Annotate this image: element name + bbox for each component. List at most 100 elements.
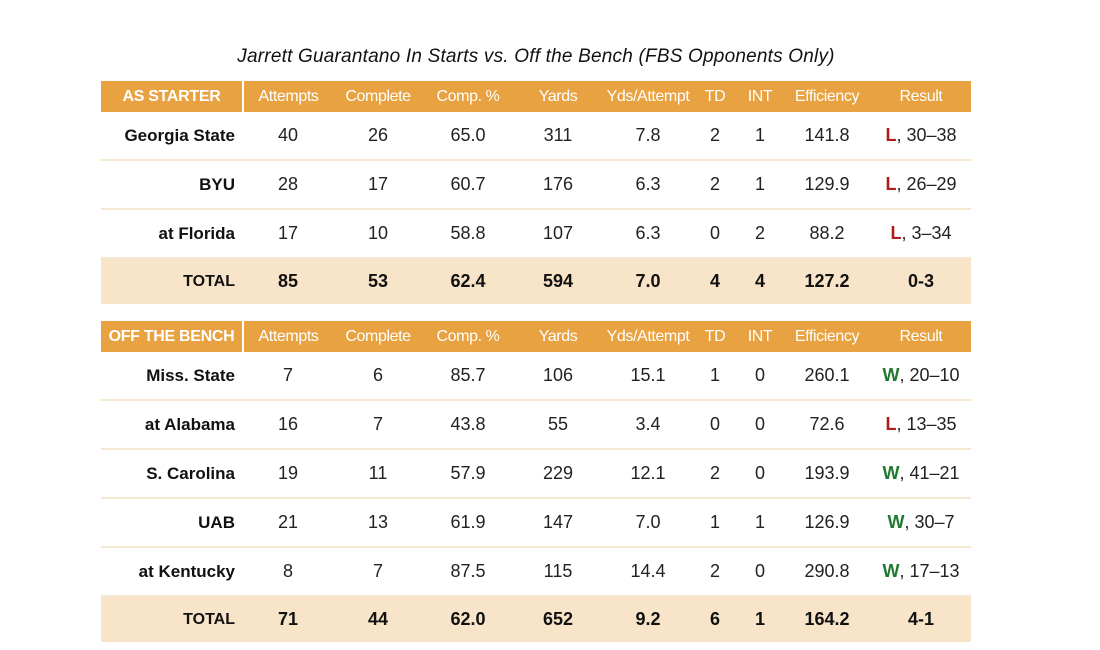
yards-cell: 107 <box>513 209 603 259</box>
efficiency-cell: 193.9 <box>783 449 871 499</box>
total-comp-pct-cell: 62.0 <box>423 596 513 642</box>
total-yards-cell: 652 <box>513 596 603 642</box>
int-cell: 1 <box>737 112 783 161</box>
complete-cell: 7 <box>333 547 423 597</box>
td-cell: 1 <box>693 352 737 401</box>
result-score: , 3–34 <box>901 223 952 243</box>
result-letter: W <box>887 512 905 532</box>
table-row: at Florida 17 10 58.8 107 6.3 0 2 88.2 L, 3–34 <box>101 209 971 259</box>
complete-cell: 10 <box>333 209 423 259</box>
total-yds-att-cell: 9.2 <box>603 596 693 642</box>
table-row: S. Carolina 19 11 57.9 229 12.1 2 0 193.9 W, 41–2… <box>101 449 971 499</box>
column-header: Efficiency <box>783 81 871 112</box>
column-header: Comp. % <box>423 81 513 112</box>
td-cell: 1 <box>693 498 737 548</box>
result-cell: W, 41–21 <box>871 449 971 499</box>
result-cell: W, 30–7 <box>871 498 971 548</box>
total-attempts-cell: 85 <box>243 258 333 304</box>
total-result-cell: 4-1 <box>871 596 971 642</box>
table-row: UAB 21 13 61.9 147 7.0 1 1 126.9 W, 30–7 <box>101 498 971 548</box>
result-score: , 26–29 <box>896 174 957 194</box>
team-cell: BYU <box>101 160 243 210</box>
int-cell: 1 <box>737 160 783 210</box>
efficiency-cell: 260.1 <box>783 352 871 401</box>
column-header: TD <box>693 321 737 352</box>
column-header: INT <box>737 81 783 112</box>
total-comp-pct-cell: 62.4 <box>423 258 513 304</box>
int-cell: 2 <box>737 209 783 259</box>
efficiency-cell: 141.8 <box>783 112 871 161</box>
team-cell: at Florida <box>101 209 243 259</box>
result-letter: L <box>885 125 897 145</box>
complete-cell: 26 <box>333 112 423 161</box>
td-cell: 2 <box>693 112 737 161</box>
comp-pct-cell: 85.7 <box>423 352 513 401</box>
result-cell: L, 3–34 <box>871 209 971 259</box>
result-letter: W <box>882 561 900 581</box>
yds-att-cell: 3.4 <box>603 400 693 450</box>
result-score: , 17–13 <box>899 561 960 581</box>
yards-cell: 55 <box>513 400 603 450</box>
result-score: , 30–7 <box>904 512 955 532</box>
total-yds-att-cell: 7.0 <box>603 258 693 304</box>
total-attempts-cell: 71 <box>243 596 333 642</box>
result-letter: L <box>885 414 897 434</box>
attempts-cell: 19 <box>243 449 333 499</box>
bench-table: OFF THE BENCH Attempts Complete Comp. % Yard… <box>101 321 971 642</box>
yards-cell: 106 <box>513 352 603 401</box>
column-header: Comp. % <box>423 321 513 352</box>
attempts-cell: 7 <box>243 352 333 401</box>
attempts-cell: 8 <box>243 547 333 597</box>
column-header: Yds/Attempt <box>603 321 693 352</box>
column-header: Attempts <box>243 81 333 112</box>
result-cell: L, 26–29 <box>871 160 971 210</box>
total-label: TOTAL <box>101 596 243 642</box>
comp-pct-cell: 65.0 <box>423 112 513 161</box>
comp-pct-cell: 60.7 <box>423 160 513 210</box>
int-cell: 1 <box>737 498 783 548</box>
table-row: Georgia State 40 26 65.0 311 7.8 2 1 141.8 L, 30–… <box>101 112 971 161</box>
table-row: Miss. State 7 6 85.7 106 15.1 1 0 260.1 W, 20–10 <box>101 352 971 401</box>
comp-pct-cell: 43.8 <box>423 400 513 450</box>
total-int-cell: 4 <box>737 258 783 304</box>
total-row: TOTAL 71 44 62.0 652 9.2 6 1 164.2 4-1 <box>101 596 971 642</box>
header-row: AS STARTER Attempts Complete Comp. % Yards Yd… <box>101 81 971 112</box>
comp-pct-cell: 61.9 <box>423 498 513 548</box>
column-header: Result <box>871 81 971 112</box>
column-header: TD <box>693 81 737 112</box>
column-header: Attempts <box>243 321 333 352</box>
table-row: at Alabama 16 7 43.8 55 3.4 0 0 72.6 L, 13–35 <box>101 400 971 450</box>
result-score: , 20–10 <box>899 365 960 385</box>
yards-cell: 115 <box>513 547 603 597</box>
column-header: Yards <box>513 81 603 112</box>
yds-att-cell: 7.8 <box>603 112 693 161</box>
yards-cell: 229 <box>513 449 603 499</box>
yds-att-cell: 15.1 <box>603 352 693 401</box>
total-td-cell: 4 <box>693 258 737 304</box>
attempts-cell: 17 <box>243 209 333 259</box>
result-letter: L <box>890 223 902 243</box>
efficiency-cell: 129.9 <box>783 160 871 210</box>
team-cell: S. Carolina <box>101 449 243 499</box>
yards-cell: 311 <box>513 112 603 161</box>
result-cell: W, 20–10 <box>871 352 971 401</box>
team-cell: at Alabama <box>101 400 243 450</box>
total-td-cell: 6 <box>693 596 737 642</box>
complete-cell: 6 <box>333 352 423 401</box>
result-letter: L <box>885 174 897 194</box>
total-efficiency-cell: 164.2 <box>783 596 871 642</box>
section-label: AS STARTER <box>101 81 244 112</box>
column-header: INT <box>737 321 783 352</box>
yds-att-cell: 7.0 <box>603 498 693 548</box>
total-yards-cell: 594 <box>513 258 603 304</box>
yds-att-cell: 6.3 <box>603 160 693 210</box>
total-result-cell: 0-3 <box>871 258 971 304</box>
yds-att-cell: 6.3 <box>603 209 693 259</box>
attempts-cell: 21 <box>243 498 333 548</box>
complete-cell: 13 <box>333 498 423 548</box>
yards-cell: 147 <box>513 498 603 548</box>
team-cell: at Kentucky <box>101 547 243 597</box>
efficiency-cell: 88.2 <box>783 209 871 259</box>
comp-pct-cell: 58.8 <box>423 209 513 259</box>
result-score: , 41–21 <box>899 463 960 483</box>
